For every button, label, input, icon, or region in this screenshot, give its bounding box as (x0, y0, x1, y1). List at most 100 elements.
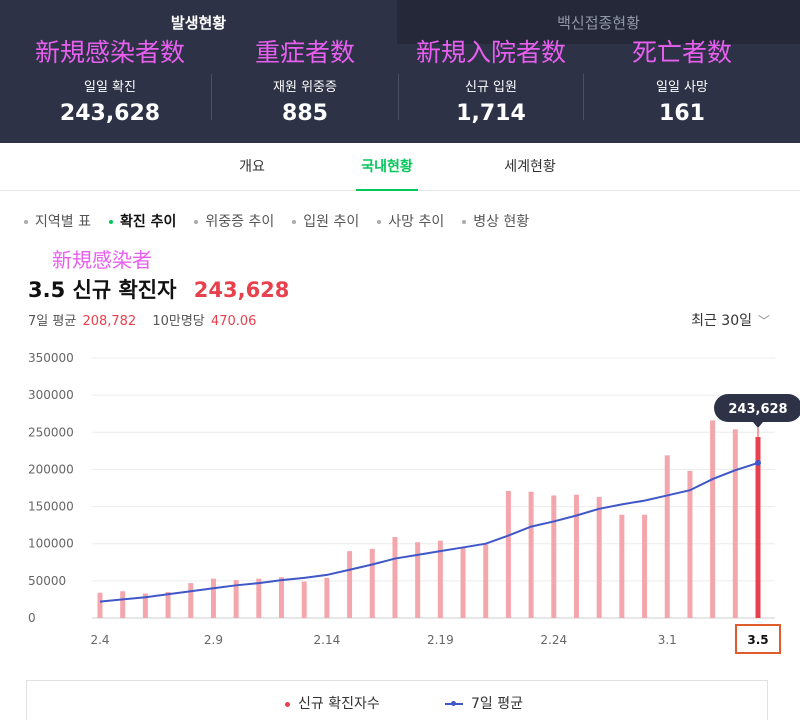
summary-annotation: 新規感染者 (52, 248, 152, 272)
bar (279, 577, 285, 618)
bullet-icon (108, 220, 113, 224)
bullet-icon (292, 220, 297, 224)
stat-label: 신규 입원 (465, 80, 517, 95)
summary-value: 243,628 (193, 278, 290, 302)
bar (324, 577, 330, 618)
tab-world[interactable]: 세계현황 (504, 159, 556, 175)
bullet-icon (24, 220, 28, 224)
highlight-date-box (735, 624, 781, 654)
tab-domestic[interactable]: 국내현황 (356, 143, 418, 191)
y-tick-label: 350000 (28, 351, 74, 365)
x-tick-label: 2.24 (540, 633, 567, 647)
summary-date: 3.5 (28, 278, 66, 302)
bar (755, 437, 761, 618)
y-tick-label: 250000 (28, 425, 74, 439)
legend-dot-icon (285, 701, 290, 707)
tooltip-bubble (714, 394, 800, 422)
tooltip-pointer (753, 422, 763, 428)
stat-annotation: 新規入院者数 (415, 38, 566, 67)
bar (120, 591, 126, 618)
bar (347, 551, 353, 618)
bullet-icon (462, 220, 467, 224)
page-title: 3.5 신규 확진자 243,628 (28, 274, 289, 304)
y-tick-label: 0 (28, 611, 36, 625)
chip-hospitalization-trend[interactable]: 입원 추이 (292, 211, 359, 231)
bar (392, 537, 398, 618)
stat-label: 재원 위중증 (273, 80, 337, 95)
bar (664, 455, 670, 618)
chip-confirmed-trend[interactable]: 확진 추이 (108, 211, 177, 231)
tab-outbreak-status[interactable]: 발생현황 (170, 13, 227, 32)
stat-daily-deaths: 死亡者数 일일 사망 161 (584, 38, 780, 138)
stat-annotation: 重症者数 (254, 38, 355, 67)
x-tick-label: 3.5 (747, 633, 768, 647)
bar (256, 578, 262, 618)
per100k-label: 10만명당 (152, 314, 205, 329)
divider (211, 74, 212, 120)
per100k-value: 470.06 (210, 314, 257, 329)
y-tick-label: 200000 (28, 462, 74, 476)
chevron-down-icon: ﹀ (757, 314, 770, 328)
bar (596, 496, 602, 618)
bar (437, 540, 443, 618)
chip-region-table[interactable]: 지역별 표 (24, 211, 91, 231)
bar (505, 490, 511, 618)
bar (460, 547, 466, 618)
bar (301, 581, 307, 618)
x-tick-label: 2.4 (90, 633, 109, 647)
stat-annotation: 新規感染者数 (34, 38, 185, 67)
y-tick-label: 50000 (28, 574, 66, 588)
view-chips: 지역별 표 확진 추이 위중증 추이 입원 추이 사망 추이 병상 현황 (24, 204, 547, 238)
chip-label: 병상 현황 (473, 214, 530, 230)
x-tick-label: 2.9 (204, 633, 223, 647)
bar (97, 592, 103, 618)
stat-annotation: 死亡者数 (631, 38, 732, 67)
stat-value: 885 (282, 101, 328, 126)
bar (233, 580, 239, 618)
chip-label: 사망 추이 (388, 214, 445, 230)
chip-death-trend[interactable]: 사망 추이 (377, 211, 444, 231)
bar (483, 544, 489, 618)
legend-line-icon (445, 701, 463, 706)
chip-bed-status[interactable]: 병상 현황 (462, 211, 529, 231)
stat-new-hospitalized: 新規入院者数 신규 입원 1,714 (399, 38, 583, 138)
bar (165, 592, 171, 618)
bar (687, 470, 693, 618)
section-nav: 개요 국내현황 세계현황 (0, 143, 800, 191)
chip-critical-trend[interactable]: 위중증 추이 (194, 211, 274, 231)
chip-label: 입원 추이 (303, 214, 360, 230)
confirmed-cases-chart: 0 50000 100000 150000 200000 250000 300000 3500… (28, 351, 800, 654)
bar (369, 548, 375, 618)
legend-item-avg: 7일 평균 (445, 693, 523, 713)
tab-overview[interactable]: 개요 (239, 159, 265, 175)
stat-critical: 重症者数 재원 위중증 885 (212, 38, 398, 138)
stat-label: 일일 사망 (656, 80, 708, 95)
x-tick-label: 2.14 (314, 633, 341, 647)
bar (415, 542, 421, 618)
chip-label: 확진 추이 (119, 214, 177, 230)
tab-vaccination-status[interactable]: 백신접종현황 (397, 0, 800, 44)
bar (142, 593, 148, 618)
bar (551, 495, 557, 618)
y-tick-label: 300000 (28, 388, 74, 402)
legend-item-cases: 신규 확진자수 (285, 693, 380, 713)
tooltip-value: 243,628 (728, 402, 787, 417)
y-tick-label: 100000 (28, 537, 74, 551)
stat-label: 일일 확진 (84, 80, 136, 95)
bar (528, 491, 534, 618)
avg-value: 208,782 (82, 314, 137, 329)
divider (398, 74, 399, 120)
bar (210, 578, 216, 618)
bar (710, 420, 716, 618)
summary-header: 발생현황 백신접종현황 新規感染者数 일일 확진 243,628 重症者数 재원… (0, 0, 800, 143)
bullet-icon (377, 220, 382, 224)
y-tick-label: 150000 (28, 500, 74, 514)
chip-label: 지역별 표 (35, 214, 91, 230)
bar (642, 514, 648, 618)
divider (583, 74, 584, 120)
avg-line (99, 461, 759, 603)
bullet-icon (194, 220, 199, 224)
stat-value: 1,714 (456, 101, 526, 126)
range-dropdown[interactable]: 최근 30일 ﹀ (691, 310, 770, 330)
avg-point-last (755, 459, 761, 466)
